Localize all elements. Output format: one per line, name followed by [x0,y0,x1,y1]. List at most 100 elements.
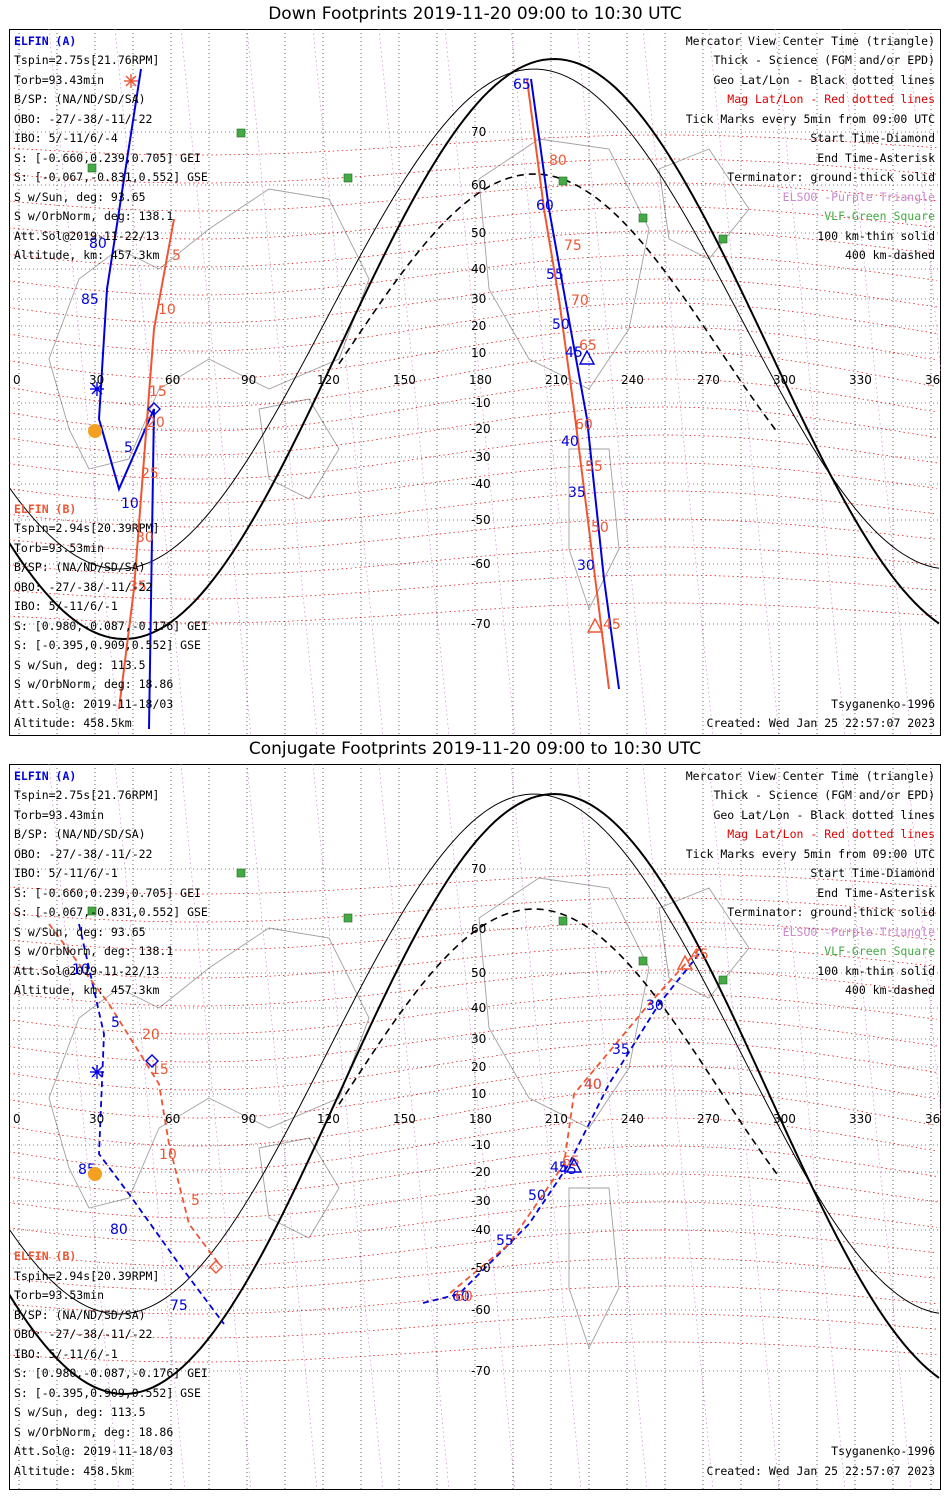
elfin-b-line: Att.Sol@: 2019-11-18/03 [14,697,173,711]
altitude-100km-curve [9,68,940,570]
mag-parallel [9,1341,938,1363]
track-time-label: 60 [536,198,554,214]
elfin-a-info: ELFIN (A) Tspin=2.75s[21.76RPM] Torb=93.… [14,769,208,997]
track-time-label: 35 [129,579,147,595]
track-time-label: 35 [612,1042,630,1058]
elfin-a-line: S: [-0.660,0.239,0.705] GEI [14,886,201,900]
latitude-label: 40 [471,1001,486,1015]
center-time-triangle [586,617,604,633]
longitude-label: 300 [773,373,796,387]
mag-grid-lines [9,764,941,1490]
elfin-a-line: Torb=93.43min [14,808,104,822]
track-time-label: 35 [568,485,586,501]
legend-line: 400 km-dashed [845,248,935,262]
start-time-diamond [147,402,161,416]
coastline [568,1187,620,1350]
longitude-label: 360 [925,373,941,387]
coastline [478,138,650,390]
latitude-label: 50 [471,226,486,240]
elfin-a-header: ELFIN (A) [14,769,76,783]
legend-line: End Time-Asterisk [817,151,935,165]
longitude-label: 120 [317,1112,340,1126]
legend-line: Mercator View Center Time (triangle) [686,34,935,48]
track-time-label: 65 [579,338,597,354]
coastline [478,877,650,1129]
elfin-b-line: S: [-0.395,0.909,0.552] GSE [14,638,201,652]
mag-parallel [9,574,938,600]
terminator-ground-curve [9,792,940,1396]
longitude-label: 240 [621,373,644,387]
elfin-b-line: S w/OrbNorm, deg: 18.86 [14,677,173,691]
track-time-label: 75 [170,1298,188,1314]
created-label: Created: Wed Jan 25 22:57:07 2023 [707,1464,936,1478]
mag-meridian [642,764,714,1490]
track-time-label: 10 [159,1147,177,1163]
track-time-label: 10 [158,302,176,318]
legend-line: Tick Marks every 5min from 09:00 UTC [686,847,935,861]
elfin-b-info: ELFIN (B) Tspin=2.94s[20.39RPM] Torb=93.… [14,502,208,730]
latitude-label: -50 [471,1261,491,1275]
vlf-station-square [718,234,728,244]
legend-line: Start Time-Diamond [810,131,935,145]
elfin-a-line: B/SP: (NA/ND/SD/SA) [14,827,146,841]
sun-icon [88,1167,102,1181]
mag-meridian [312,764,384,1490]
geo-grid-lines [9,29,941,736]
mag-parallel [9,518,938,552]
mag-meridian [114,29,186,736]
elfin-a-line: Torb=93.43min [14,73,104,87]
track-time-label: 70 [571,293,589,309]
elfin-a-header: ELFIN (A) [14,34,76,48]
longitude-label: 0 [13,1112,21,1126]
coastline [658,148,750,260]
mag-meridian [246,29,318,736]
track-time-label: 80 [549,153,567,169]
mag-parallel [9,134,938,156]
center-time-triangle [676,954,694,970]
end-time-asterisk [91,383,103,395]
latitude-label: -30 [471,1194,491,1208]
elfin-a-line: S: [-0.067,-0.831,0.552] GSE [14,170,208,184]
vlf-station-square [236,868,246,878]
mag-parallel [9,921,938,951]
map-legend: Mercator View Center Time (triangle) Thi… [686,34,935,730]
longitude-label: 150 [393,373,416,387]
elfin-b-line: S: [0.980,-0.087,-0.176] GEI [14,1366,208,1380]
mag-meridian [180,29,252,736]
latitude-label: 10 [471,346,486,360]
legend-line: Mag Lat/Lon - Red dotted lines [727,827,935,841]
elfin-b-line: Altitude: 458.5km [14,716,132,730]
track-time-label: 30 [577,558,595,574]
mag-meridian [510,764,582,1490]
elfin-a-line: IBO: 5/-11/6/-1 [14,866,118,880]
latitude-label: -60 [471,557,491,571]
latitude-label: -20 [471,422,491,436]
track-time-label: 15 [149,384,167,400]
legend-line: ELSO0 -Purple Triangle [783,190,935,204]
elfin-b-track [526,78,610,690]
legend-line: Thick - Science (FGM and/or EPD) [713,788,935,802]
elfin-a-line: Altitude, km: 457.3km [14,983,159,997]
track-time-label: 55 [546,267,564,283]
track-time-label: 10 [72,962,90,978]
start-time-diamond [209,1260,223,1274]
longitude-label: 330 [849,373,872,387]
mag-parallel [9,945,938,979]
elfin-a-line: Tspin=2.75s[21.76RPM] [14,53,159,67]
track-time-label: 85 [81,292,99,308]
elfin-a-line: Altitude, km: 457.3km [14,248,159,262]
latitude-label: 70 [471,862,486,876]
latitude-label: 20 [471,319,486,333]
mag-meridian [708,764,780,1490]
elfin-a-info: ELFIN (A) Tspin=2.75s[21.76RPM] Torb=93.… [14,34,208,262]
elfin-a-line: B/SP: (NA/ND/SD/SA) [14,92,146,106]
mag-meridian [906,29,941,376]
longitude-label: 180 [469,373,492,387]
axis-tick-labels: 0 30 60 90 120 150 180 210 240 270 300 330 360 70 60 50… [13,862,941,1378]
mag-parallel [9,182,938,212]
longitude-label: 30 [89,373,104,387]
track-time-label: 55 [496,1233,514,1249]
longitude-label: 240 [621,1112,644,1126]
elfin-b-line: Altitude: 458.5km [14,1464,132,1478]
panel-title-down: Down Footprints 2019-11-20 09:00 to 10:3… [268,4,682,24]
